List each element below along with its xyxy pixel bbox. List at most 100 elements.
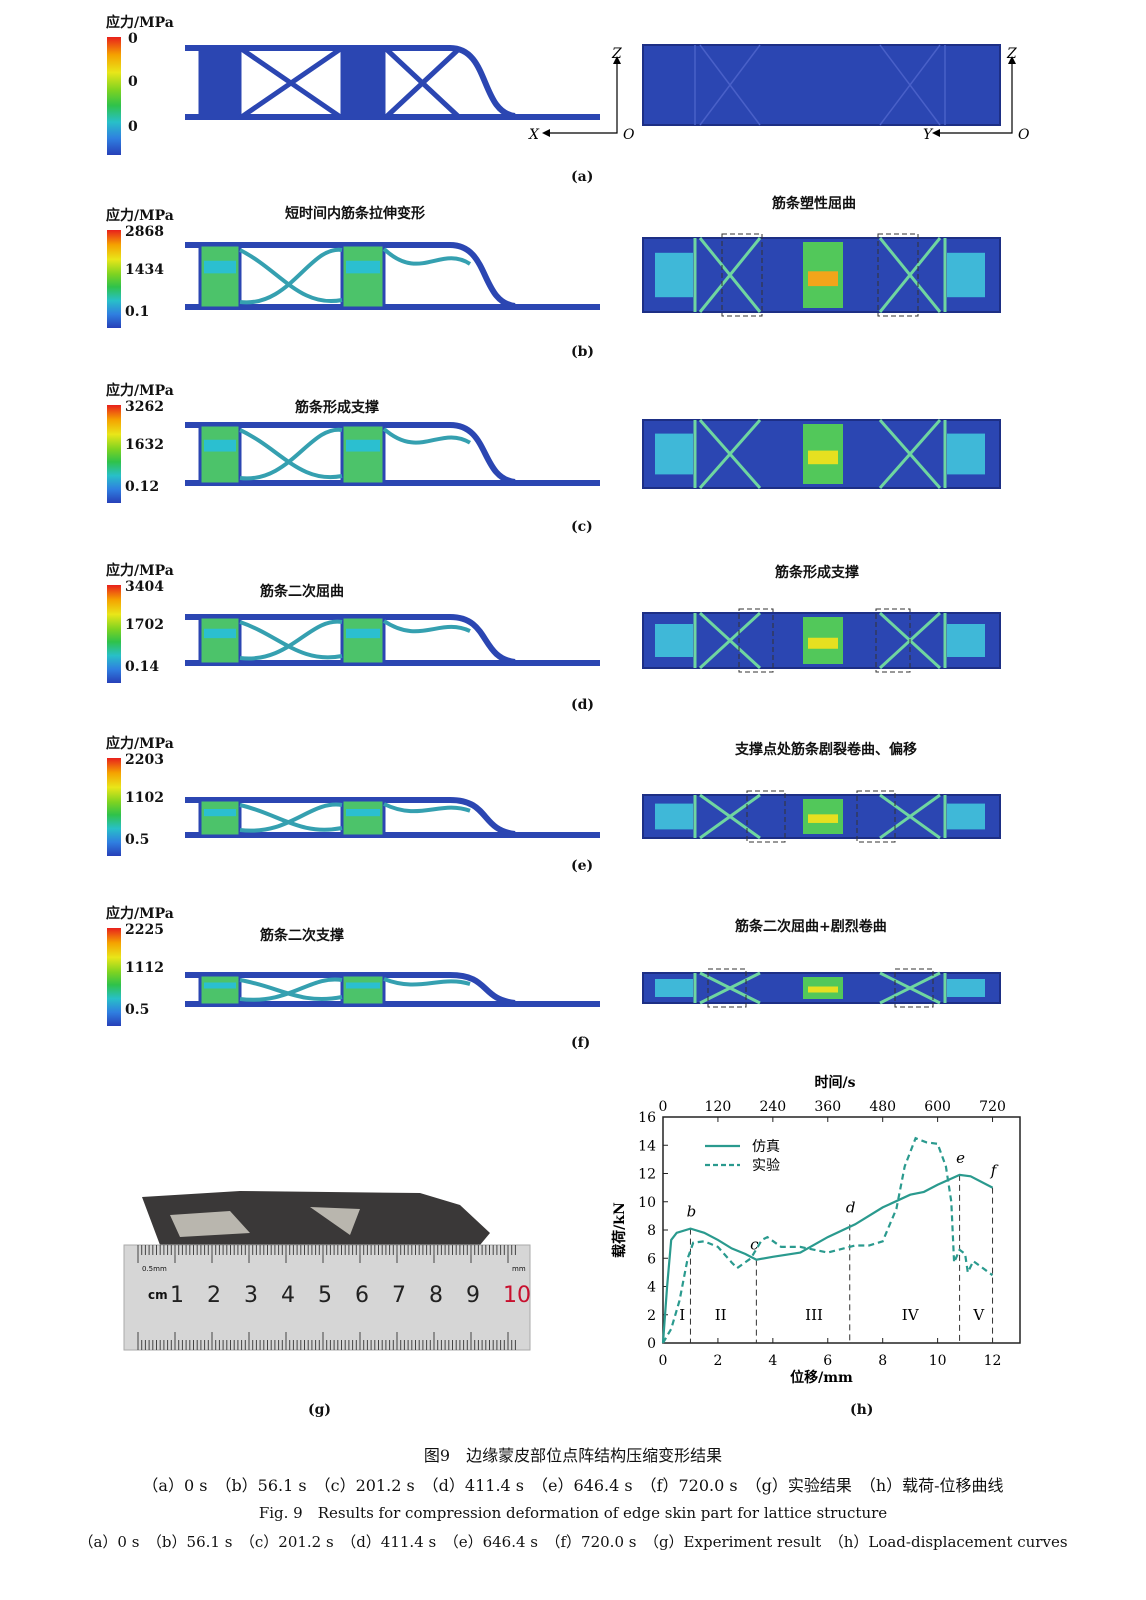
y-tick-label: 0 [647, 1336, 656, 1352]
colorbar-mid: 1434 [125, 262, 164, 278]
y-axis-label: 载荷/kN [611, 1202, 628, 1258]
point-label-f: f [990, 1162, 999, 1180]
colorbar-mid: 0 [128, 74, 138, 90]
stiffener-block [198, 46, 242, 120]
highlight-box [721, 233, 763, 317]
specimen-and-ruler [123, 1191, 531, 1351]
annotation-left: 筋条二次屈曲 [260, 584, 344, 600]
axis-z-label: Z [611, 46, 622, 62]
caption-en-title: Fig. 9 Results for compression deformati… [258, 1504, 888, 1522]
y-tick-label: 6 [647, 1251, 656, 1267]
stiffener-block [340, 798, 386, 838]
ruler-number: 9 [466, 1283, 480, 1308]
side-view [185, 242, 600, 310]
point-label-c: c [750, 1236, 759, 1254]
highlight-box [894, 968, 934, 1008]
region-label: II [715, 1306, 727, 1324]
x-tick-label: 0 [659, 1353, 668, 1369]
legend-title: 应力/MPa [106, 15, 174, 31]
stiffener-block [198, 243, 242, 310]
structure-views [185, 968, 1001, 1008]
ruler-number: 4 [281, 1283, 295, 1308]
y-tick-label: 2 [647, 1308, 656, 1324]
series-experiment [662, 1136, 994, 1344]
colorbar-min: 0.14 [125, 659, 160, 675]
front-view [642, 419, 1001, 489]
colorbar-max: 3404 [125, 579, 164, 595]
x2-tick-label: 600 [924, 1099, 951, 1115]
ruler-number: 10 [503, 1283, 531, 1308]
y-tick-label: 4 [647, 1280, 656, 1296]
point-label-b: b [687, 1203, 697, 1221]
caption-cn-sub: （a）0 s （b）56.1 s （c）201.2 s （d）411.4 s （… [142, 1476, 1004, 1495]
y-tick-label: 8 [647, 1223, 656, 1239]
structure-views [185, 790, 1001, 843]
stress-colorbar [107, 37, 121, 155]
stress-colorbar [107, 928, 121, 1026]
colorbar-max: 0 [128, 31, 138, 47]
stiffener-block [340, 973, 386, 1007]
x-tick-label: 8 [878, 1353, 887, 1369]
annotation-right: 支撑点处筋条剧裂卷曲、偏移 [735, 742, 917, 758]
x-axis-label: 位移/mm [790, 1369, 853, 1386]
stiffener-block [198, 423, 242, 486]
x-tick-label: 12 [984, 1353, 1002, 1369]
stiffener-block [198, 798, 242, 838]
ruler [123, 1244, 531, 1351]
ruler-number: 2 [207, 1283, 221, 1308]
panel-label-a: (a) [571, 169, 594, 185]
annotation-left: 筋条形成支撑 [295, 400, 379, 416]
ruler-number: 5 [318, 1283, 332, 1308]
ruler-number: 1 [170, 1283, 184, 1308]
legend-title: 应力/MPa [106, 208, 174, 224]
panel-label-g: (g) [308, 1402, 332, 1418]
colorbar-max: 2868 [125, 224, 164, 240]
x2-tick-label: 0 [659, 1099, 668, 1115]
highlight-box [738, 608, 774, 673]
side-view [185, 797, 600, 838]
x2-tick-label: 120 [705, 1099, 732, 1115]
stiffener-block [198, 615, 242, 666]
colorbar-min: 0.12 [125, 479, 160, 495]
stress-colorbar [107, 230, 121, 328]
panel-label-d: (d) [571, 697, 595, 713]
stress-colorbar [107, 405, 121, 503]
colorbar-max: 3262 [125, 399, 164, 415]
origin-label: O [1018, 127, 1030, 143]
ruler-number: 8 [429, 1283, 443, 1308]
panel-label-b: (b) [571, 344, 595, 360]
x-tick-label: 2 [713, 1353, 722, 1369]
highlight-box [746, 790, 786, 843]
structure-views [185, 608, 1001, 673]
front-view [642, 968, 1001, 1008]
x-tick-label: 4 [768, 1353, 777, 1369]
structure-views [185, 233, 1001, 317]
stress-colorbar [107, 585, 121, 683]
ruler-mm: mm [512, 1265, 526, 1273]
colorbar-min: 0.5 [125, 1002, 150, 1018]
highlight-box [877, 233, 919, 317]
y-tick-label: 12 [638, 1167, 656, 1183]
panel-label-c: (c) [571, 519, 593, 535]
annotation-right: 筋条二次屈曲+剧烈卷曲 [735, 919, 887, 935]
series-simulation [661, 1173, 994, 1344]
x2-tick-label: 360 [814, 1099, 841, 1115]
legend-title: 应力/MPa [106, 383, 174, 399]
ruler-sub: 0.5mm [142, 1265, 167, 1273]
front-view: Z Y O [642, 44, 1030, 143]
caption-en-sub: （a）0 s （b）56.1 s （c）201.2 s （d）411.4 s （… [78, 1533, 1068, 1551]
ruler-number: 7 [392, 1283, 406, 1308]
side-view [185, 614, 600, 666]
front-view [642, 790, 1001, 843]
y-tick-label: 10 [638, 1195, 656, 1211]
highlight-box [856, 790, 896, 843]
colorbar-mid: 1102 [125, 790, 164, 806]
axis-z-label: Z [1006, 46, 1017, 62]
structure-views [185, 419, 1001, 489]
origin-label: O [623, 127, 635, 143]
specimen-ribs [170, 1207, 360, 1237]
axis-x-label: X [528, 127, 540, 143]
stiffener-block [340, 243, 386, 310]
panel-label-h: (h) [850, 1402, 874, 1418]
